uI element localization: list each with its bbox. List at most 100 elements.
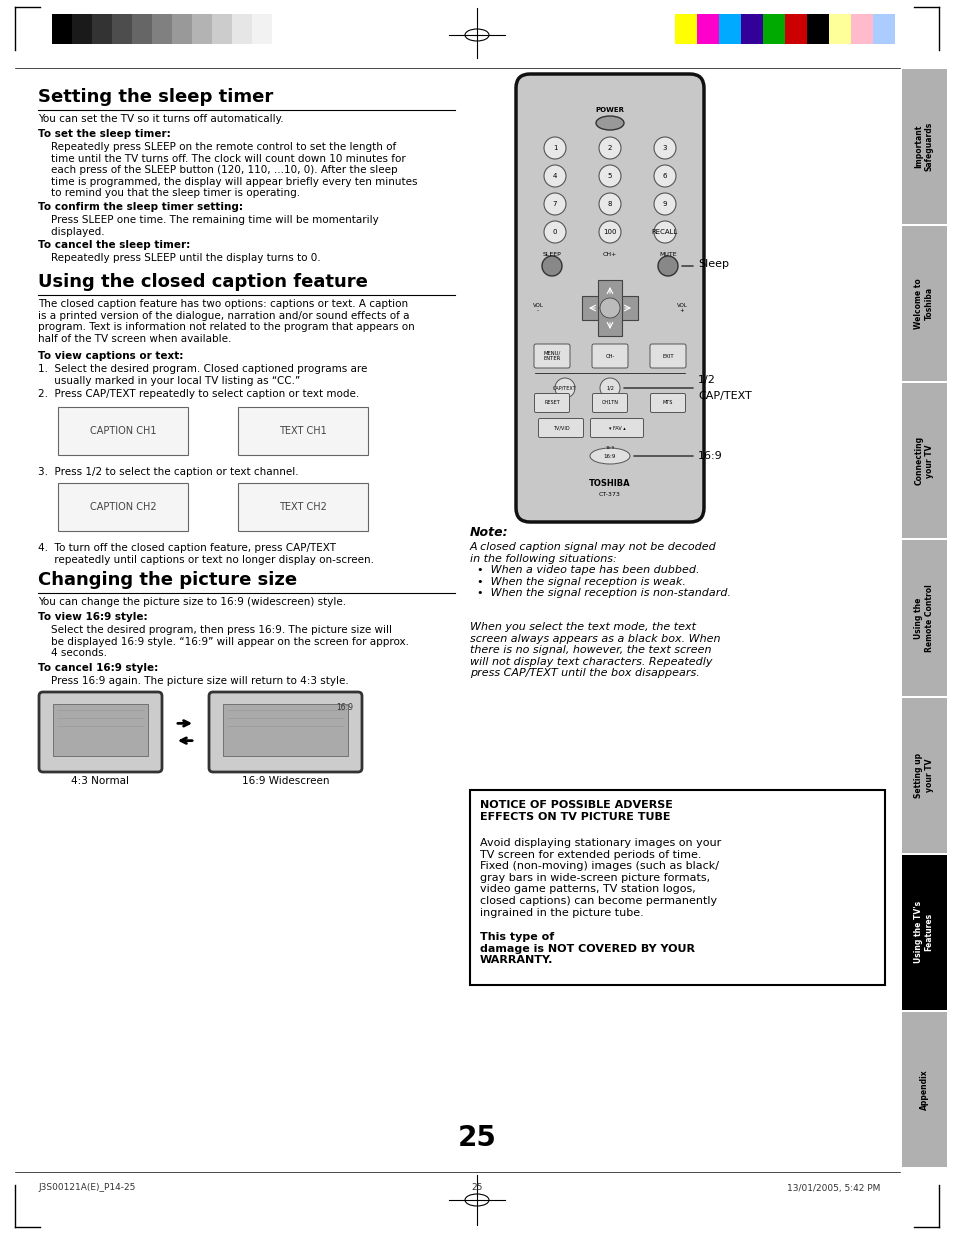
Bar	[71, 14, 91, 44]
Text: 1/2: 1/2	[698, 375, 715, 385]
Text: Appendix: Appendix	[919, 1069, 927, 1109]
FancyBboxPatch shape	[537, 418, 583, 438]
Ellipse shape	[464, 30, 489, 41]
FancyBboxPatch shape	[649, 344, 685, 368]
Text: To set the sleep timer:: To set the sleep timer:	[38, 130, 171, 139]
Bar	[272, 14, 292, 44]
Bar	[901, 69, 946, 225]
FancyBboxPatch shape	[650, 394, 685, 412]
Text: This type of
damage is NOT COVERED BY YOUR
WARRANTY.: This type of damage is NOT COVERED BY YO…	[479, 932, 695, 965]
Text: Setting the sleep timer: Setting the sleep timer	[38, 88, 273, 106]
Text: To cancel 16:9 style:: To cancel 16:9 style:	[38, 663, 158, 673]
Text: Changing the picture size: Changing the picture size	[38, 571, 296, 589]
FancyBboxPatch shape	[534, 394, 569, 412]
Circle shape	[654, 221, 676, 243]
Text: CH-: CH-	[604, 353, 614, 359]
Bar	[132, 14, 152, 44]
Text: CH1TN: CH1TN	[601, 401, 618, 406]
Text: Avoid displaying stationary images on your
TV screen for extended periods of tim: Avoid displaying stationary images on yo…	[479, 838, 720, 918]
Ellipse shape	[464, 1195, 489, 1206]
Text: 16:9: 16:9	[603, 454, 616, 459]
Bar	[212, 14, 232, 44]
Text: Welcome to
Toshiba: Welcome to Toshiba	[913, 279, 933, 329]
Circle shape	[598, 193, 620, 215]
Text: ▾ FAV ▴: ▾ FAV ▴	[608, 426, 625, 431]
Text: 1/2: 1/2	[605, 385, 614, 390]
Bar	[53, 705, 148, 756]
Bar	[152, 14, 172, 44]
FancyBboxPatch shape	[516, 74, 703, 522]
Text: To view 16:9 style:: To view 16:9 style:	[38, 612, 148, 622]
Text: 9: 9	[662, 201, 666, 207]
Text: SLEEP: SLEEP	[542, 252, 560, 257]
Bar	[806, 14, 828, 44]
Circle shape	[598, 137, 620, 159]
Text: Using the
Remote Control: Using the Remote Control	[913, 584, 933, 652]
Text: Important
Safeguards: Important Safeguards	[913, 122, 933, 172]
Text: TV/VID: TV/VID	[552, 426, 569, 431]
Bar	[237, 482, 368, 531]
Text: POWER: POWER	[595, 107, 624, 114]
Text: VOL
-: VOL -	[532, 302, 543, 313]
Bar	[192, 14, 212, 44]
Bar	[850, 14, 872, 44]
Text: RESET: RESET	[543, 401, 559, 406]
Text: TOSHIBA: TOSHIBA	[589, 479, 630, 487]
FancyBboxPatch shape	[592, 394, 627, 412]
FancyBboxPatch shape	[534, 344, 569, 368]
Bar	[901, 540, 946, 696]
Text: 16:9: 16:9	[698, 450, 722, 462]
Text: Connecting
your TV: Connecting your TV	[913, 437, 933, 485]
Text: 6: 6	[662, 173, 666, 179]
Bar	[581, 296, 638, 320]
Circle shape	[543, 193, 565, 215]
Bar	[232, 14, 252, 44]
Text: Sleep: Sleep	[698, 259, 728, 269]
Ellipse shape	[589, 448, 629, 464]
Text: The closed caption feature has two options: captions or text. A caption
is a pri: The closed caption feature has two optio…	[38, 299, 415, 344]
Circle shape	[599, 378, 619, 399]
Bar	[901, 1012, 946, 1167]
Text: To cancel the sleep timer:: To cancel the sleep timer:	[38, 239, 190, 251]
Text: TEXT CH2: TEXT CH2	[279, 502, 327, 512]
FancyBboxPatch shape	[39, 692, 162, 772]
Text: EXIT: EXIT	[661, 353, 673, 359]
Bar	[762, 14, 784, 44]
Bar	[237, 407, 368, 455]
Circle shape	[598, 165, 620, 188]
Text: TEXT CH1: TEXT CH1	[279, 426, 327, 436]
Text: CT-373: CT-373	[598, 492, 620, 497]
Circle shape	[543, 221, 565, 243]
Circle shape	[599, 297, 619, 318]
Bar	[223, 705, 348, 756]
Text: You can change the picture size to 16:9 (widescreen) style.: You can change the picture size to 16:9 …	[38, 597, 346, 607]
Text: 1.  Select the desired program. Closed captioned programs are
     usually marke: 1. Select the desired program. Closed ca…	[38, 364, 367, 385]
Text: CAPTION CH2: CAPTION CH2	[90, 502, 156, 512]
Text: 4.  To turn off the closed caption feature, press CAP/TEXT
     repeatedly until: 4. To turn off the closed caption featur…	[38, 543, 374, 565]
FancyBboxPatch shape	[592, 344, 627, 368]
Text: Using the closed caption feature: Using the closed caption feature	[38, 273, 368, 291]
Bar	[901, 226, 946, 381]
Text: 8: 8	[607, 201, 612, 207]
Text: 4: 4	[552, 173, 557, 179]
Bar	[58, 482, 188, 531]
Text: 25: 25	[457, 1124, 496, 1153]
Text: 3: 3	[662, 146, 666, 151]
Text: 13/01/2005, 5:42 PM: 13/01/2005, 5:42 PM	[786, 1183, 879, 1192]
Text: MTS: MTS	[662, 401, 673, 406]
Bar	[470, 790, 884, 985]
Text: MUTE: MUTE	[659, 252, 676, 257]
Text: 16:9 Widescreen: 16:9 Widescreen	[241, 776, 329, 786]
Text: 0: 0	[552, 230, 557, 234]
Bar	[112, 14, 132, 44]
Text: CH+: CH+	[602, 252, 617, 257]
Bar	[901, 855, 946, 1009]
Bar	[58, 407, 188, 455]
Text: CAP/TEXT: CAP/TEXT	[698, 391, 751, 401]
Text: 3.  Press 1/2 to select the caption or text channel.: 3. Press 1/2 to select the caption or te…	[38, 466, 298, 478]
Text: When you select the text mode, the text
screen always appears as a black box. Wh: When you select the text mode, the text …	[470, 622, 720, 679]
Text: Select the desired program, then press 16:9. The picture size will
    be displa: Select the desired program, then press 1…	[38, 624, 409, 658]
Bar	[872, 14, 894, 44]
Text: Repeatedly press SLEEP until the display turns to 0.: Repeatedly press SLEEP until the display…	[38, 253, 320, 263]
Text: To view captions or text:: To view captions or text:	[38, 350, 183, 362]
